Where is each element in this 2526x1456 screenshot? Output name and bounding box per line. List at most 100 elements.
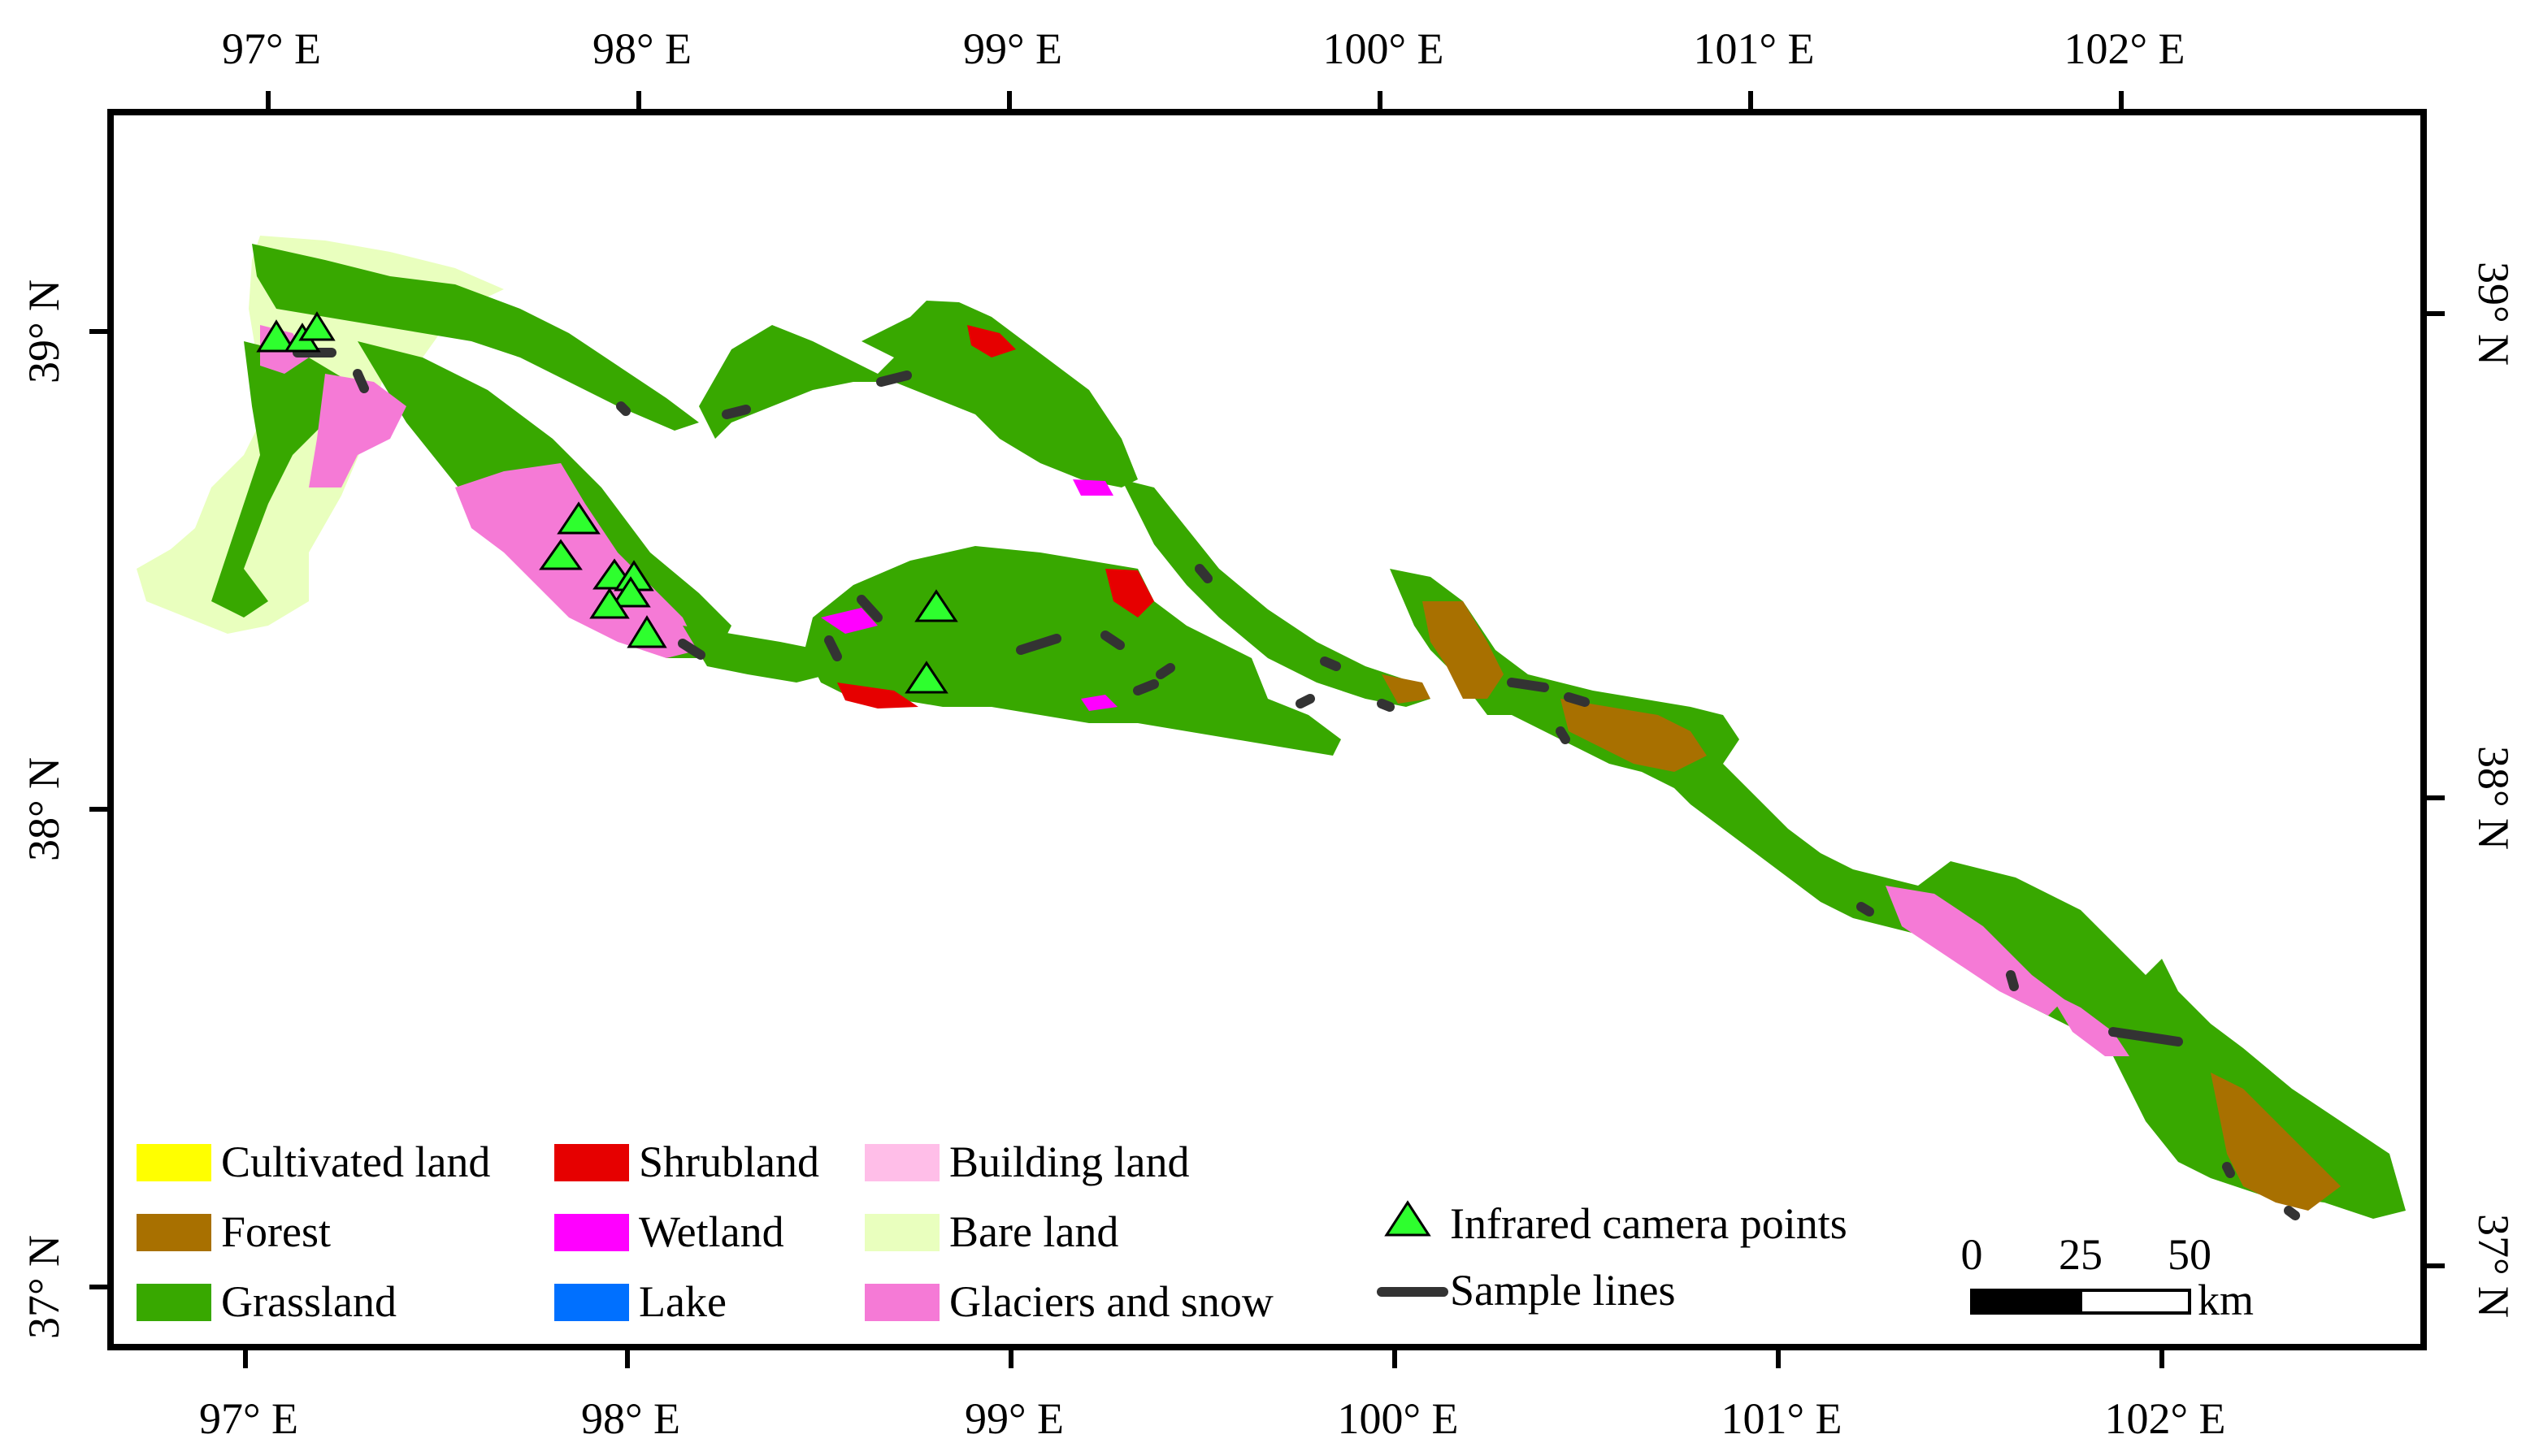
bottom-ticks — [243, 1347, 2164, 1368]
north-ridge-wetland — [1073, 479, 1113, 496]
camera-point — [298, 311, 336, 341]
central-basin-shrubland-2 — [837, 682, 918, 708]
left-ticks — [89, 329, 111, 1289]
sample-line — [1296, 694, 1315, 708]
sample-line — [1195, 564, 1213, 583]
right-label-39n: 39° N — [2469, 262, 2518, 366]
legend-swatch-wetland — [554, 1214, 629, 1251]
legend-label-wetland: Wetland — [639, 1207, 784, 1256]
left-label-39n: 39° N — [20, 280, 68, 384]
camera-point — [589, 587, 630, 619]
top-label-100e: 100° E — [1322, 24, 1443, 73]
scale-tick-50: 50 — [2168, 1230, 2211, 1279]
legend-swatch-bare-land — [865, 1214, 940, 1251]
east-glacier-snow-1 — [1886, 886, 2064, 1016]
east-forest-patch-1 — [1422, 601, 1504, 699]
bottom-label-100e: 100° E — [1337, 1394, 1458, 1443]
legend-label-camera-points: Infrared camera points — [1450, 1199, 1847, 1248]
camera-point — [557, 501, 601, 535]
sample-line — [1556, 726, 1570, 744]
scale-tick-25: 25 — [2059, 1230, 2103, 1279]
top-label-102e: 102° E — [2064, 24, 2185, 73]
legend-label-cultivated-land: Cultivated land — [221, 1138, 490, 1186]
legend-swatch-glaciers-and-snow — [865, 1284, 940, 1321]
legend-label-lake: Lake — [639, 1277, 727, 1326]
camera-point — [905, 661, 948, 694]
sample-line — [1856, 902, 1874, 916]
legend-camera-point-icon — [1384, 1200, 1431, 1237]
left-latitude-labels: 39° N 38° N 37° N — [20, 280, 68, 1339]
west-grassland-patch — [211, 341, 349, 618]
left-label-37n: 37° N — [20, 1235, 68, 1339]
north-ridge-shrubland — [967, 325, 1016, 358]
sample-line — [353, 369, 369, 393]
legend-swatch-grassland — [137, 1284, 211, 1321]
central-basin-wetland — [821, 608, 878, 634]
east-glacier-snow-2 — [2048, 991, 2129, 1056]
east-forest-patch-2 — [1560, 699, 1707, 772]
north-ridge-arm-forest — [1382, 674, 1430, 704]
camera-point — [914, 589, 958, 622]
top-label-97e: 97° E — [222, 24, 321, 73]
bottom-label-99e: 99° E — [965, 1394, 1064, 1443]
sample-line — [1133, 679, 1159, 696]
top-label-99e: 99° E — [963, 24, 1062, 73]
legend-label-bare-land: Bare land — [949, 1207, 1118, 1256]
central-basin-wetland-2 — [1081, 695, 1118, 711]
sample-line — [616, 401, 631, 416]
west-glacier-snow-patch — [309, 374, 406, 488]
sample-line — [857, 595, 883, 622]
legend: Cultivated land Forest Grassland Shrubla… — [137, 1138, 1847, 1326]
legend-swatch-forest — [137, 1214, 211, 1251]
scale-bar-black-segment — [1970, 1289, 2082, 1315]
legend-label-grassland: Grassland — [221, 1277, 397, 1326]
top-ticks — [266, 91, 2124, 112]
sample-line — [824, 635, 842, 661]
legend-label-forest: Forest — [221, 1207, 331, 1256]
legend-label-sample-lines: Sample lines — [1450, 1266, 1675, 1315]
legend-swatch-building-land — [865, 1144, 940, 1181]
north-ridge-grassland — [699, 301, 1138, 488]
bottom-label-101e: 101° E — [1721, 1394, 1842, 1443]
right-label-37n: 37° N — [2469, 1214, 2518, 1318]
west-glacier-snow-area — [455, 463, 699, 658]
scale-bar-white-segment — [2079, 1289, 2191, 1315]
sample-line — [1320, 656, 1341, 671]
top-label-101e: 101° E — [1693, 24, 1814, 73]
sample-line — [2284, 1206, 2300, 1220]
right-label-38n: 38° N — [2469, 746, 2518, 850]
bottom-label-97e: 97° E — [199, 1394, 298, 1443]
legend-swatch-cultivated-land — [137, 1144, 211, 1181]
sample-line — [1100, 630, 1125, 650]
sample-line — [876, 370, 912, 387]
sample-line — [1564, 692, 1590, 707]
camera-points — [256, 311, 958, 694]
sample-line — [2222, 1162, 2235, 1178]
legend-label-glaciers-and-snow: Glaciers and snow — [949, 1277, 1274, 1326]
bottom-longitude-labels: 97° E 98° E 99° E 100° E 101° E 102° E — [199, 1394, 2226, 1443]
bottom-label-102e: 102° E — [2104, 1394, 2225, 1443]
sample-line — [1156, 663, 1175, 679]
camera-point — [256, 319, 297, 353]
camera-point — [539, 539, 583, 570]
sample-line — [722, 405, 751, 419]
legend-swatch-shrubland — [554, 1144, 629, 1181]
legend-swatch-lake — [554, 1284, 629, 1321]
sample-line — [678, 639, 705, 660]
scale-bar-unit: km — [2198, 1276, 2254, 1324]
west-upper-grassland — [252, 244, 699, 431]
top-label-98e: 98° E — [592, 24, 692, 73]
left-label-38n: 38° N — [20, 757, 68, 861]
camera-point — [610, 576, 651, 608]
east-forest-patch-3 — [2211, 1072, 2341, 1211]
west-lower-arm-grassland — [683, 626, 829, 682]
sample-line — [2108, 1027, 2183, 1046]
bottom-label-98e: 98° E — [581, 1394, 680, 1443]
scale-tick-0: 0 — [1961, 1230, 1983, 1279]
central-basin-shrubland — [1105, 569, 1154, 618]
sample-line — [1377, 699, 1395, 712]
scale-bar: 0 25 50 km — [1961, 1230, 2255, 1324]
right-latitude-labels: 39° N 38° N 37° N — [2469, 262, 2518, 1318]
sample-line — [2006, 970, 2019, 991]
